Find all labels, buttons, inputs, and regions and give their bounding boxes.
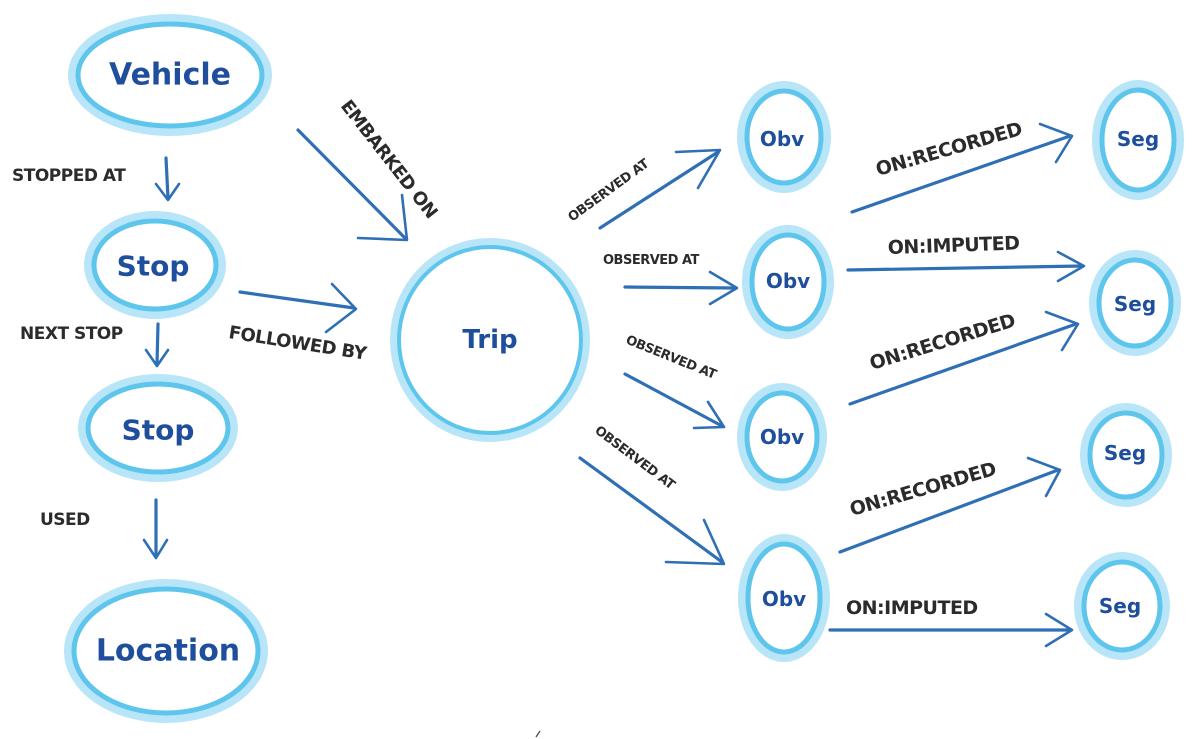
on-imputed-label-2: ON:IMPUTED	[846, 597, 978, 619]
stray-mark	[536, 731, 540, 737]
node-labels: Vehicle Stop Stop Location Trip Obv Obv …	[96, 58, 1159, 669]
trip-node-label: Trip	[462, 325, 517, 355]
observed-at-label-1: OBSERVED AT	[566, 156, 653, 225]
observed-at-label-3: OBSERVED AT	[624, 333, 719, 383]
followed-by-arrow	[240, 284, 356, 332]
embarked-on-label: EMBARKED ON	[336, 96, 441, 222]
stopped-at-label: STOPPED AT	[12, 166, 126, 186]
used-label: USED	[40, 510, 90, 530]
stop-node-label-1: Stop	[117, 250, 190, 283]
seg-node-label-4: Seg	[1099, 594, 1141, 618]
seg-node-label-3: Seg	[1104, 441, 1146, 465]
observed-at-label-2: OBSERVED AT	[603, 253, 700, 268]
seg-node-label-1: Seg	[1117, 127, 1159, 151]
vehicle-node-label: Vehicle	[109, 58, 231, 93]
next-stop-label: NEXT STOP	[20, 324, 123, 344]
edges	[144, 124, 1084, 646]
on-recorded-label-2: ON:RECORDED	[867, 310, 1018, 375]
obv-node-label-3: Obv	[760, 425, 804, 449]
observed-at-label-4: OBSERVED AT	[592, 423, 678, 493]
on-imputed-arrow-1	[848, 252, 1084, 281]
location-node-label: Location	[96, 634, 240, 669]
obv-node-label-4: Obv	[762, 587, 806, 611]
obv-node-label-1: Obv	[760, 127, 804, 151]
on-recorded-label-3: ON:RECORDED	[847, 458, 998, 521]
on-imputed-label-1: ON:IMPUTED	[887, 232, 1019, 259]
next-stop-arrow	[146, 324, 168, 366]
stopped-at-arrow	[156, 158, 179, 200]
used-arrow	[144, 500, 167, 558]
on-recorded-label-1: ON:RECORDED	[873, 118, 1024, 181]
seg-node-label-2: Seg	[1114, 292, 1156, 316]
obv-node-label-2: Obv	[766, 269, 810, 293]
followed-by-label: FOLLOWED BY	[227, 322, 369, 365]
observed-at-arrow-3	[625, 374, 724, 428]
observed-at-arrow-2	[625, 272, 737, 304]
stop-node-label-2: Stop	[122, 414, 195, 447]
